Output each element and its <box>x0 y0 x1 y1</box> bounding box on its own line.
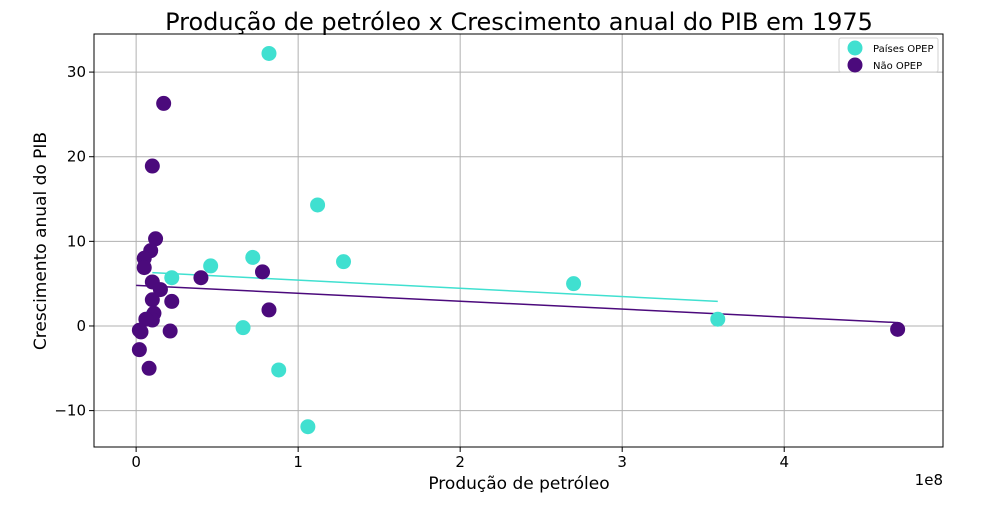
data-point-series-2 <box>255 264 271 280</box>
legend-box <box>838 37 939 73</box>
y-tick-label: 0 <box>76 317 86 335</box>
chart-title: Produção de petróleo x Crescimento anual… <box>165 8 873 36</box>
data-point-series-2 <box>144 292 160 308</box>
data-point-series-1 <box>710 311 726 327</box>
trend-line-series-2 <box>136 284 898 324</box>
data-point-series-1 <box>271 362 287 378</box>
data-point-series-2 <box>156 95 172 111</box>
data-point-series-2 <box>133 324 149 340</box>
y-tick-label: 30 <box>67 63 86 81</box>
plot-frame <box>93 33 944 448</box>
y-axis-ticks: −10 0 10 20 30 <box>54 63 94 420</box>
data-point-series-1 <box>164 270 180 286</box>
data-point-series-2 <box>148 231 164 247</box>
y-axis-label: Crescimento anual do PIB <box>31 132 51 350</box>
x-tick-label: 4 <box>779 453 789 471</box>
data-point-series-2 <box>131 342 147 358</box>
x-axis-label: Produção de petróleo <box>428 474 609 494</box>
data-point-series-1 <box>336 254 352 270</box>
data-point-series-1 <box>310 197 326 213</box>
data-point-series-1 <box>300 419 316 435</box>
data-point-series-2 <box>164 293 180 309</box>
data-point-series-2 <box>152 282 168 298</box>
data-point-series-2 <box>141 360 157 376</box>
data-points <box>131 45 906 435</box>
legend-label: Não OPEP <box>873 61 922 72</box>
data-point-series-1 <box>235 320 251 336</box>
y-tick-label: 20 <box>67 148 86 166</box>
data-point-series-2 <box>136 260 152 276</box>
grid-lines <box>94 34 943 447</box>
x-tick-label: 0 <box>131 453 141 471</box>
data-point-series-2 <box>193 270 209 286</box>
trend-lines <box>136 271 898 324</box>
data-point-series-1 <box>203 258 219 274</box>
y-tick-label: 10 <box>67 232 86 250</box>
data-point-series-1 <box>245 249 261 265</box>
x-tick-label: 1 <box>293 453 303 471</box>
data-point-series-2 <box>144 158 160 174</box>
data-point-series-2 <box>890 321 906 337</box>
x-axis-offset-label: 1e8 <box>915 471 943 489</box>
data-point-series-1 <box>261 45 277 61</box>
legend-marker <box>847 57 863 73</box>
x-tick-label: 3 <box>617 453 627 471</box>
x-tick-label: 2 <box>455 453 465 471</box>
data-point-series-1 <box>566 276 582 292</box>
x-axis-ticks: 0 1 2 3 4 <box>131 447 789 471</box>
legend-label: Países OPEP <box>873 43 934 55</box>
data-point-series-2 <box>261 302 277 318</box>
y-tick-label: −10 <box>54 402 86 420</box>
data-point-series-2 <box>138 311 154 327</box>
legend: Países OPEP Não OPEP <box>838 37 939 73</box>
trend-line-series-1 <box>152 271 718 303</box>
data-point-series-2 <box>162 323 178 339</box>
legend-marker <box>847 40 863 56</box>
